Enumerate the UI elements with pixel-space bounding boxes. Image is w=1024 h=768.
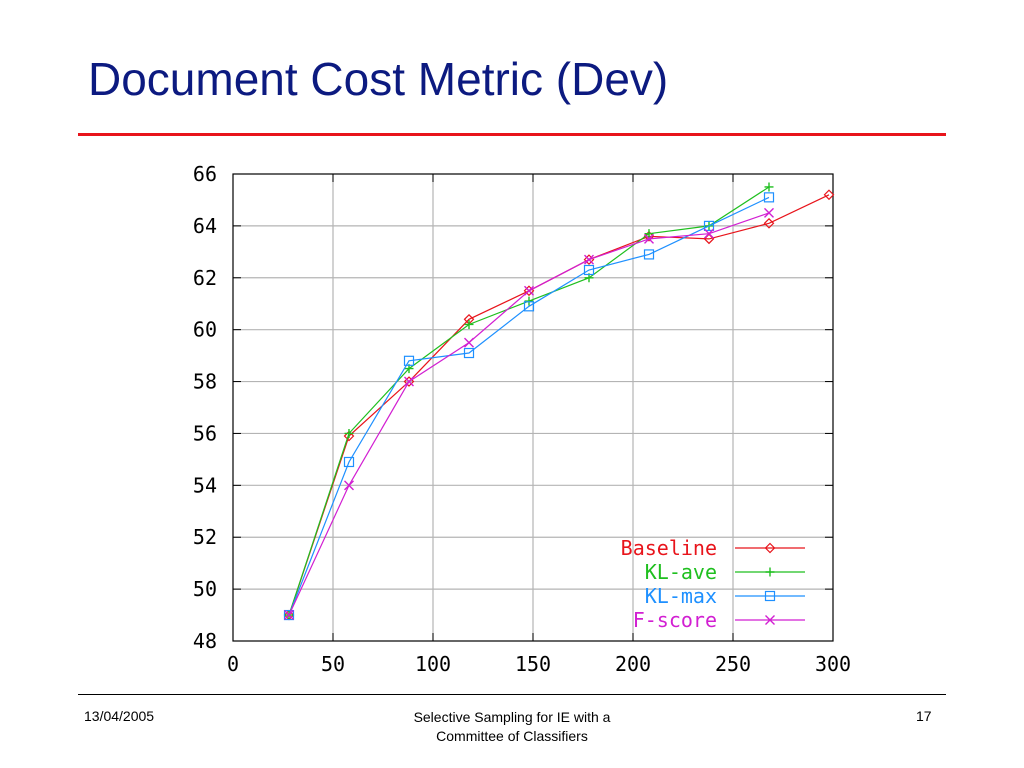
data-point-kl-max bbox=[523, 301, 535, 312]
x-tick-label: 300 bbox=[815, 652, 851, 676]
legend-label-baseline: Baseline bbox=[621, 536, 717, 560]
data-point-baseline bbox=[823, 189, 835, 201]
x-tick-label: 0 bbox=[227, 652, 239, 676]
data-point-baseline bbox=[763, 217, 775, 229]
y-tick-label: 52 bbox=[193, 525, 217, 549]
y-tick-label: 48 bbox=[193, 629, 217, 653]
data-point-f-score bbox=[344, 480, 354, 491]
y-tick-label: 56 bbox=[193, 421, 217, 445]
legend-marker-baseline bbox=[764, 542, 776, 554]
footer-title-line-2: Committee of Classifiers bbox=[436, 728, 588, 744]
legend-label-kl-ave: KL-ave bbox=[645, 560, 717, 584]
legend-marker-f-score bbox=[765, 615, 775, 625]
footer-title: Selective Sampling for IE with a Committ… bbox=[352, 708, 672, 746]
x-tick-label: 100 bbox=[415, 652, 451, 676]
data-point-f-score bbox=[704, 228, 714, 239]
legend-label-f-score: F-score bbox=[633, 608, 717, 632]
footer-divider bbox=[78, 694, 946, 695]
x-tick-label: 150 bbox=[515, 652, 551, 676]
footer-page-number: 17 bbox=[916, 708, 932, 724]
footer-date: 13/04/2005 bbox=[84, 708, 155, 724]
data-point-kl-max bbox=[703, 220, 715, 231]
data-point-kl-ave bbox=[764, 182, 774, 192]
data-point-f-score bbox=[644, 233, 654, 244]
data-point-f-score bbox=[764, 207, 774, 218]
y-tick-label: 58 bbox=[193, 370, 217, 394]
data-point-kl-max bbox=[763, 192, 775, 203]
data-point-kl-ave bbox=[464, 319, 474, 329]
title-underline bbox=[78, 133, 946, 136]
slide-title: Document Cost Metric (Dev) bbox=[88, 53, 669, 105]
x-tick-label: 50 bbox=[321, 652, 345, 676]
legend-marker-kl-ave bbox=[765, 567, 775, 577]
data-point-kl-max bbox=[343, 456, 355, 468]
y-tick-label: 62 bbox=[193, 266, 217, 290]
data-point-kl-max bbox=[283, 609, 295, 621]
y-tick-label: 66 bbox=[193, 162, 217, 186]
y-tick-label: 50 bbox=[193, 577, 217, 601]
data-point-kl-max bbox=[403, 355, 415, 366]
legend-marker-kl-max bbox=[764, 590, 776, 602]
data-point-kl-max bbox=[583, 264, 595, 276]
legend-label-kl-max: KL-max bbox=[645, 584, 717, 608]
y-tick-label: 54 bbox=[193, 473, 217, 497]
y-tick-label: 60 bbox=[193, 318, 217, 342]
data-point-kl-ave bbox=[344, 428, 354, 438]
data-point-f-score bbox=[404, 376, 414, 387]
footer-title-line-1: Selective Sampling for IE with a bbox=[413, 709, 611, 725]
data-point-baseline bbox=[343, 430, 355, 442]
data-point-f-score bbox=[524, 285, 534, 296]
data-point-f-score bbox=[584, 254, 594, 265]
data-point-baseline bbox=[643, 230, 655, 242]
y-tick-label: 64 bbox=[193, 214, 217, 238]
x-tick-label: 250 bbox=[715, 652, 751, 676]
data-point-kl-max bbox=[643, 249, 655, 260]
data-point-kl-ave bbox=[644, 229, 654, 239]
data-point-kl-max bbox=[463, 347, 475, 359]
data-point-f-score bbox=[284, 610, 294, 621]
data-point-f-score bbox=[464, 337, 474, 348]
data-point-kl-ave bbox=[524, 296, 534, 306]
x-tick-label: 200 bbox=[615, 652, 651, 676]
